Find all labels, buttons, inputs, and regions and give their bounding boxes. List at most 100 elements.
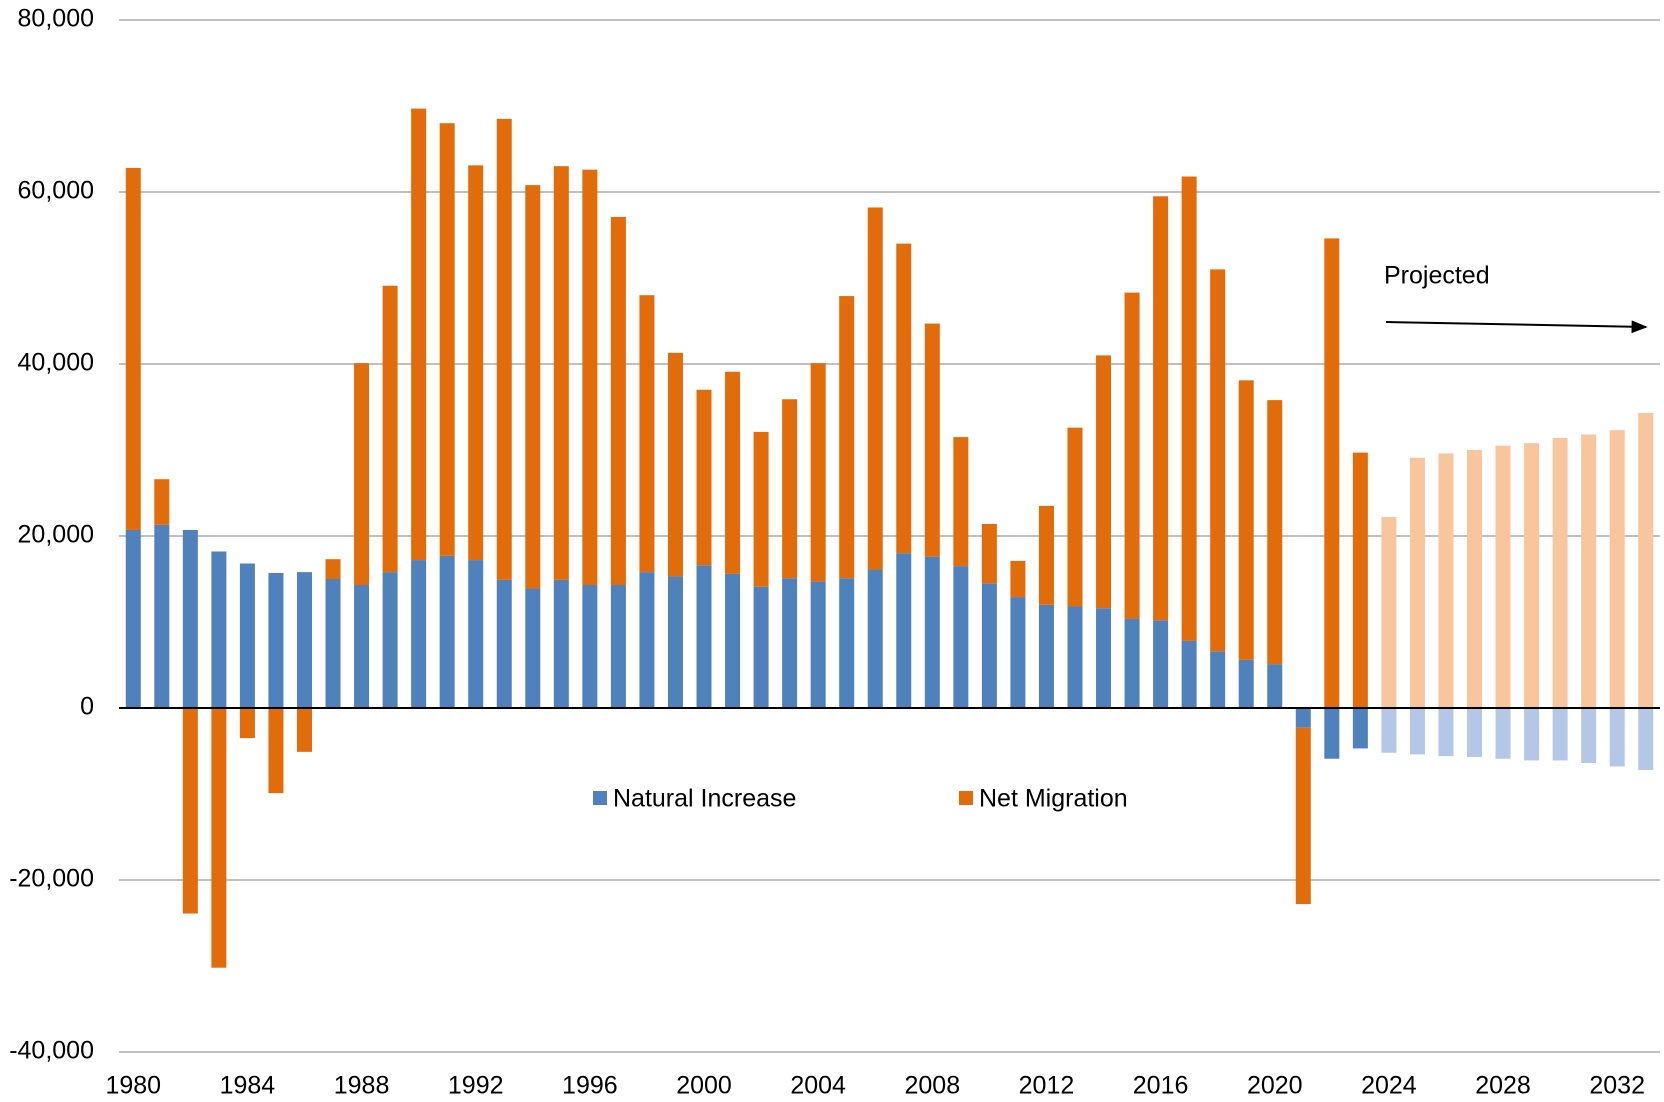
bar-segment [810, 363, 826, 582]
bar-segment [1524, 708, 1540, 761]
bar-segment [953, 566, 969, 708]
bar-segment [1638, 708, 1654, 770]
bar-segment [1181, 176, 1197, 641]
bar-segment [896, 243, 912, 554]
bar-segment [354, 363, 370, 586]
x-tick-label: 2012 [1019, 1072, 1075, 1100]
x-tick-label: 1984 [220, 1072, 276, 1100]
bar-segment [696, 565, 712, 708]
x-tick-label: 2000 [676, 1072, 732, 1100]
bar-segment [867, 569, 883, 708]
bar-segment [354, 585, 370, 708]
projected-arrow [1385, 320, 1648, 334]
bar-segment [1438, 453, 1454, 708]
bar-segment [610, 216, 626, 586]
bar-segment [1153, 620, 1169, 708]
bar-segment [211, 708, 227, 968]
x-tick-label: 2016 [1133, 1072, 1189, 1100]
bar-segment [1238, 659, 1254, 708]
bar-segment [154, 524, 170, 708]
bar-segment [1609, 708, 1625, 767]
bar-segment [582, 169, 598, 586]
bar-segment [211, 551, 227, 708]
bar-segment [268, 572, 284, 708]
bar-segment [810, 581, 826, 708]
bar-segment [953, 437, 969, 567]
bar-segment [1038, 505, 1054, 605]
bar-segment [981, 523, 997, 584]
bar-segment [325, 559, 341, 579]
bar-segment [639, 295, 655, 573]
bar-segment [239, 563, 255, 708]
bar-segment [1038, 604, 1054, 708]
x-tick-label: 1980 [105, 1072, 161, 1100]
bar-segment [125, 529, 141, 708]
legend-swatch [593, 791, 607, 805]
bar-segment [411, 108, 427, 561]
bar-segment [1409, 457, 1425, 708]
bar-segment [867, 207, 883, 570]
x-tick-label: 1996 [562, 1072, 618, 1100]
bar-segment [325, 579, 341, 708]
bar-segment [382, 285, 398, 573]
bar-segment [411, 560, 427, 708]
bar-segment [1295, 727, 1311, 905]
bar-segment [1467, 708, 1483, 758]
bar-segment [1295, 708, 1311, 728]
bar-segment [182, 529, 198, 708]
bar-segment [468, 165, 484, 561]
y-tick-label: 20,000 [18, 521, 94, 549]
bars [125, 108, 1654, 968]
y-tick-label: 0 [80, 693, 94, 721]
bar-segment [1352, 708, 1368, 749]
bar-segment [1124, 618, 1140, 708]
bar-segment [610, 585, 626, 708]
projected-label: Projected [1384, 262, 1490, 290]
bar-segment [496, 118, 512, 580]
bar-segment [639, 572, 655, 708]
bar-segment [1495, 445, 1511, 708]
x-tick-label: 2004 [790, 1072, 846, 1100]
bar-segment [782, 399, 798, 579]
bar-segment [924, 556, 940, 708]
x-tick-label: 2020 [1247, 1072, 1303, 1100]
bar-segment [382, 572, 398, 708]
bar-segment [1181, 640, 1197, 708]
grid [119, 19, 1660, 1053]
bar-segment [839, 578, 855, 708]
y-tick-label: -40,000 [9, 1037, 94, 1065]
bar-segment [296, 572, 312, 708]
legend-label: Natural Increase [613, 785, 796, 813]
bar-segment [1581, 708, 1597, 764]
bar-segment [1210, 269, 1226, 652]
bar-segment [553, 579, 569, 708]
legend-label: Net Migration [979, 785, 1128, 813]
bar-segment [753, 431, 769, 587]
bar-segment [1552, 437, 1568, 708]
bar-segment [182, 708, 198, 914]
bar-segment [1581, 434, 1597, 708]
y-tick-label: 40,000 [18, 349, 94, 377]
bar-segment [725, 573, 741, 708]
bar-segment [439, 123, 455, 556]
bar-segment [1210, 651, 1226, 708]
bar-segment [1153, 196, 1169, 621]
bar-segment [296, 708, 312, 752]
x-tick-label: 2024 [1361, 1072, 1417, 1100]
bar-segment [1552, 708, 1568, 761]
bar-segment [239, 708, 255, 739]
bar-segment [1352, 452, 1368, 708]
bar-segment [1381, 708, 1397, 753]
bar-segment [1609, 430, 1625, 708]
bar-segment [125, 167, 141, 530]
bar-segment [525, 588, 541, 708]
bar-segment [1267, 400, 1283, 665]
bar-segment [1067, 427, 1083, 607]
bar-segment [1467, 450, 1483, 708]
bar-segment [439, 555, 455, 708]
bar-segment [553, 166, 569, 580]
bar-segment [268, 708, 284, 794]
y-tick-label: -20,000 [9, 865, 94, 893]
y-tick-label: 60,000 [18, 177, 94, 205]
